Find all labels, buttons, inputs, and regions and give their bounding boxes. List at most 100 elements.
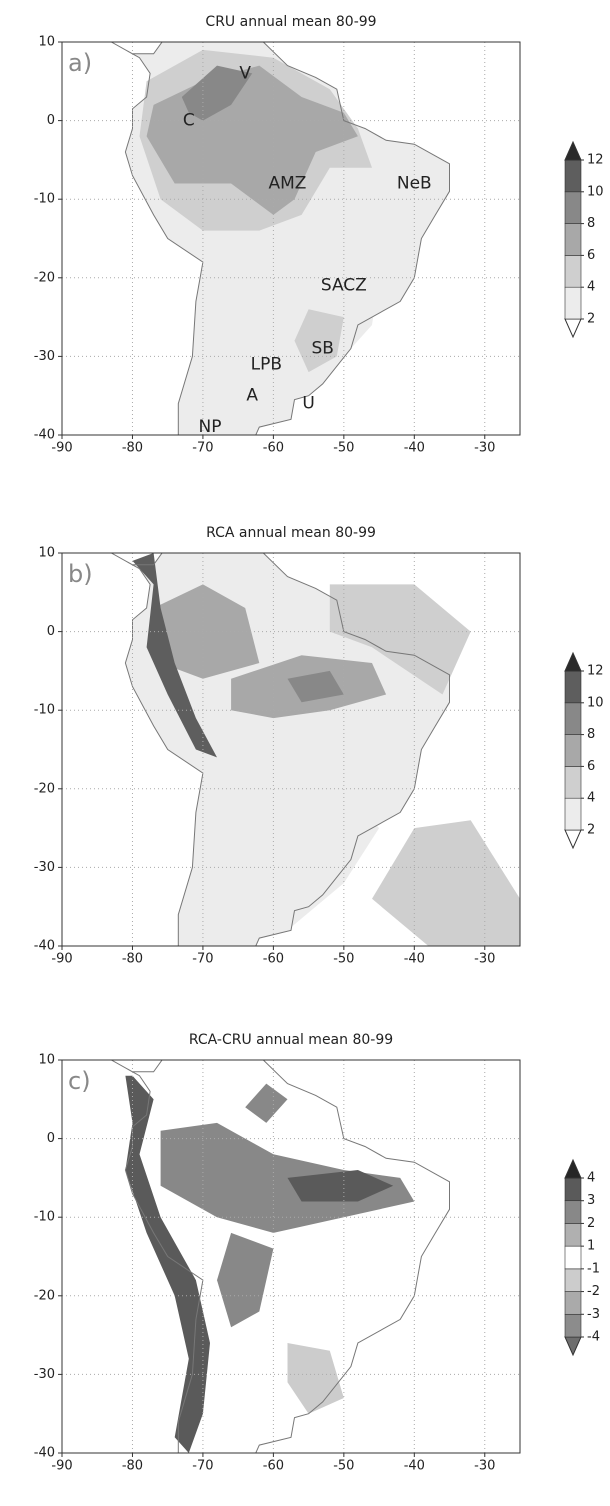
colorbar-label: 2: [587, 823, 595, 838]
x-tick-label: -80: [122, 952, 143, 967]
y-tick-label: 10: [38, 35, 55, 50]
colorbar-segment: [564, 1291, 582, 1315]
colorbar-segment: [564, 1245, 582, 1270]
shading: [132, 553, 217, 758]
shading: [217, 1232, 274, 1328]
panel-title: CRU annual mean 80-99: [205, 14, 376, 30]
map: [62, 553, 520, 946]
x-tick-label: -30: [474, 1459, 495, 1474]
colorbar-segment: [564, 797, 582, 831]
coastline: [111, 553, 450, 946]
colorbar-label: -3: [587, 1307, 600, 1322]
y-tick-label: 10: [38, 546, 55, 561]
colorbar-label: 4: [587, 1171, 595, 1186]
colorbar-label: 6: [587, 759, 595, 774]
colorbar-segment: [564, 766, 582, 799]
colorbar-label: 12: [587, 153, 604, 168]
colorbar-segment: [564, 223, 582, 256]
colorbar-label: 12: [587, 664, 604, 679]
colorbar-label: 10: [587, 184, 604, 199]
x-tick-label: -90: [51, 1459, 72, 1474]
y-tick-label: -30: [34, 1367, 55, 1382]
coastline: [111, 42, 450, 435]
x-tick-label: -70: [192, 952, 213, 967]
shading: [125, 1075, 210, 1453]
x-tick-label: -30: [474, 441, 495, 456]
y-tick-label: -10: [34, 192, 55, 207]
x-tick-label: -50: [333, 441, 354, 456]
colorbar-segment: [564, 702, 582, 735]
x-tick-label: -80: [122, 441, 143, 456]
y-tick-label: 0: [47, 624, 55, 639]
colorbar-label: 10: [587, 695, 604, 710]
x-tick-label: -80: [122, 1459, 143, 1474]
colorbar-end: [564, 829, 582, 850]
shading: [372, 820, 520, 946]
colorbar-end: [564, 651, 582, 672]
region-label: V: [239, 63, 251, 83]
colorbar-segment: [564, 1200, 582, 1224]
y-tick-label: -10: [34, 1210, 55, 1225]
colorbar-label: -2: [587, 1284, 600, 1299]
panel-label: a): [68, 49, 92, 77]
colorbar-segment: [564, 1223, 582, 1247]
y-tick-label: -30: [34, 860, 55, 875]
shading: [287, 1343, 344, 1414]
frame: [61, 41, 521, 436]
coastline: [111, 1060, 450, 1453]
x-tick-label: -60: [263, 441, 284, 456]
x-tick-label: -50: [333, 952, 354, 967]
region-label: SACZ: [321, 276, 367, 296]
y-tick-label: 0: [47, 1131, 55, 1146]
colorbar-label: 2: [587, 1216, 595, 1231]
y-tick-label: -20: [34, 1288, 55, 1303]
x-tick-label: -40: [404, 1459, 425, 1474]
panel-title: RCA annual mean 80-99: [206, 525, 376, 541]
colorbar-label: 1: [587, 1239, 595, 1254]
colorbar-segment: [564, 1177, 582, 1202]
colorbar-segment: [564, 191, 582, 224]
colorbar-label: 6: [587, 248, 595, 263]
map: [62, 42, 520, 435]
x-tick-label: -70: [192, 1459, 213, 1474]
region-label: C: [183, 111, 195, 131]
region-label: LPB: [251, 354, 282, 374]
shading: [181, 65, 253, 121]
colorbar-segment: [564, 670, 582, 704]
y-tick-label: -40: [34, 1446, 55, 1461]
y-tick-label: 0: [47, 113, 55, 128]
region-label: U: [302, 394, 314, 414]
colorbar-label: 2: [587, 312, 595, 327]
region-label: NP: [198, 417, 221, 437]
colorbar-label: -1: [587, 1261, 600, 1276]
colorbar-label: 8: [587, 216, 595, 231]
region-label: AMZ: [269, 173, 307, 193]
colorbar-label: -4: [587, 1330, 600, 1345]
shading: [245, 1083, 288, 1123]
colorbar-end: [564, 1336, 582, 1357]
colorbar-segment: [564, 159, 582, 193]
y-tick-label: -40: [34, 939, 55, 954]
y-tick-label: -20: [34, 781, 55, 796]
panel-label: b): [68, 560, 93, 588]
colorbar-end: [564, 1158, 582, 1179]
y-tick-label: -30: [34, 349, 55, 364]
colorbar-label: 4: [587, 791, 595, 806]
colorbar-label: 4: [587, 280, 595, 295]
colorbar-segment: [564, 1313, 582, 1338]
x-tick-label: -60: [263, 1459, 284, 1474]
x-tick-label: -70: [192, 441, 213, 456]
frame: [61, 1059, 521, 1454]
frame: [61, 552, 521, 947]
y-tick-label: -10: [34, 703, 55, 718]
region-label: NeB: [397, 173, 432, 193]
colorbar-segment: [564, 255, 582, 288]
colorbar-segment: [564, 1268, 582, 1292]
colorbar-end: [564, 140, 582, 161]
shading: [202, 773, 380, 946]
x-tick-label: -30: [474, 952, 495, 967]
x-tick-label: -40: [404, 952, 425, 967]
shading: [287, 670, 344, 703]
y-tick-label: 10: [38, 1053, 55, 1068]
